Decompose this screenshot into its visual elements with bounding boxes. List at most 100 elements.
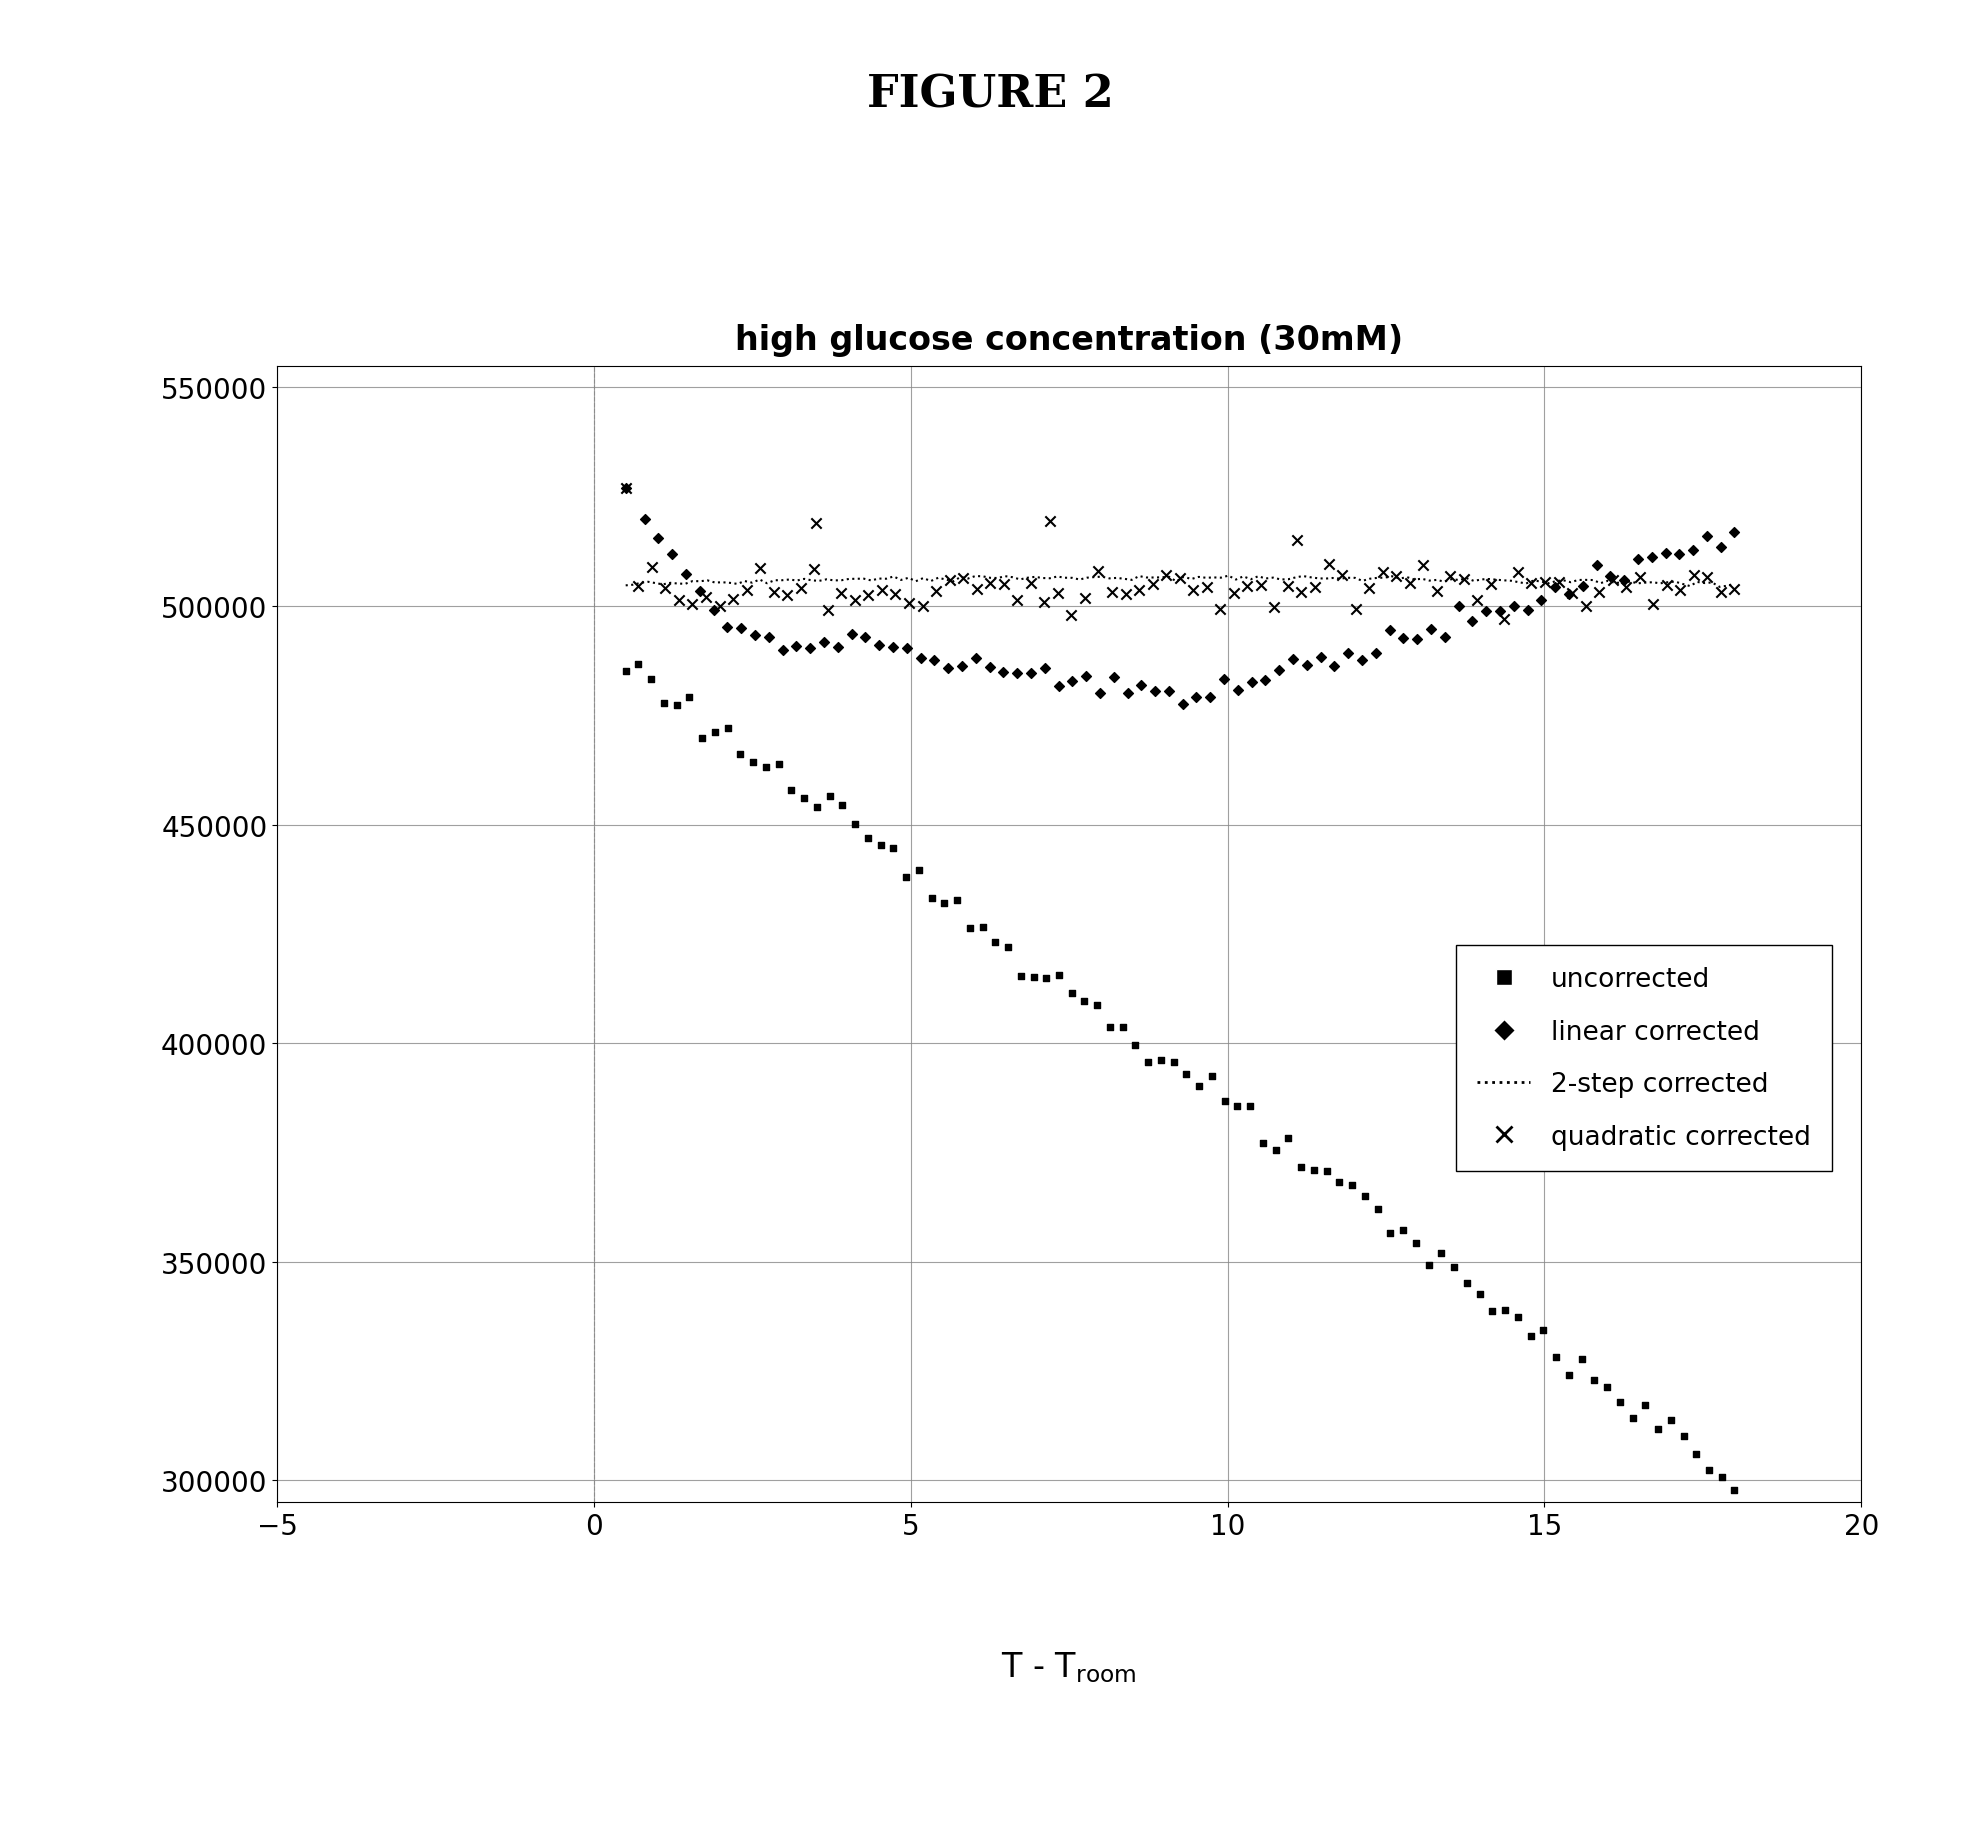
Point bbox=[1133, 1048, 1164, 1077]
Point bbox=[1443, 592, 1475, 621]
Point bbox=[960, 575, 992, 605]
Point bbox=[1511, 595, 1542, 625]
Point bbox=[1144, 1046, 1176, 1075]
Point bbox=[1414, 1251, 1445, 1281]
Point bbox=[988, 570, 1020, 599]
Point bbox=[671, 561, 703, 590]
Point bbox=[622, 650, 653, 680]
Point bbox=[933, 654, 964, 683]
Point bbox=[1499, 592, 1531, 621]
Point bbox=[1016, 660, 1047, 689]
Point bbox=[1109, 581, 1140, 610]
Point bbox=[1691, 522, 1723, 551]
Point bbox=[1277, 645, 1309, 674]
Point bbox=[1204, 595, 1236, 625]
Point bbox=[1705, 533, 1736, 562]
Point bbox=[814, 782, 845, 812]
Point bbox=[1273, 1123, 1305, 1152]
Point bbox=[877, 834, 909, 863]
Point bbox=[1208, 665, 1239, 694]
Point bbox=[1170, 1059, 1202, 1088]
Point bbox=[992, 932, 1024, 962]
Point bbox=[1471, 597, 1503, 627]
Point bbox=[865, 575, 897, 605]
Point bbox=[1323, 1167, 1354, 1196]
Point bbox=[1055, 601, 1087, 630]
Point bbox=[784, 573, 816, 603]
Point bbox=[737, 747, 768, 777]
Point bbox=[1285, 577, 1317, 606]
Point bbox=[697, 597, 729, 627]
Point bbox=[1085, 680, 1117, 709]
Point bbox=[1245, 572, 1277, 601]
Point bbox=[907, 592, 939, 621]
Point bbox=[1681, 1440, 1713, 1469]
Point bbox=[1463, 1281, 1495, 1310]
Point bbox=[610, 658, 642, 687]
Point bbox=[1097, 663, 1129, 692]
Point bbox=[1043, 672, 1075, 702]
Point bbox=[1677, 537, 1709, 566]
Point bbox=[758, 579, 790, 608]
Point bbox=[1043, 960, 1075, 989]
Point bbox=[1055, 978, 1087, 1008]
Point bbox=[1624, 562, 1655, 592]
Point bbox=[1556, 579, 1588, 608]
Point bbox=[1158, 1048, 1190, 1077]
Point bbox=[1281, 526, 1313, 555]
Point bbox=[1218, 579, 1249, 608]
Point bbox=[919, 647, 950, 676]
Point bbox=[752, 623, 784, 652]
Point bbox=[1034, 507, 1065, 537]
Point bbox=[1319, 652, 1350, 682]
Point bbox=[1434, 562, 1465, 592]
Point bbox=[1150, 561, 1182, 590]
Point bbox=[766, 636, 798, 665]
Point bbox=[610, 474, 642, 504]
Point bbox=[1552, 581, 1584, 610]
Point bbox=[1570, 592, 1602, 621]
Point bbox=[1305, 643, 1337, 672]
Point bbox=[794, 634, 826, 663]
Point bbox=[1665, 575, 1697, 605]
Point bbox=[1719, 575, 1750, 605]
Point bbox=[1610, 573, 1641, 603]
Point bbox=[840, 586, 871, 616]
Point bbox=[1677, 561, 1709, 590]
Point bbox=[879, 581, 911, 610]
Point bbox=[644, 524, 675, 553]
Point bbox=[1529, 568, 1560, 597]
Point bbox=[1515, 1323, 1546, 1352]
Point bbox=[1030, 964, 1061, 993]
Point bbox=[1299, 573, 1331, 603]
Point bbox=[703, 592, 735, 621]
Point bbox=[1137, 570, 1168, 599]
Title: high glucose concentration (30mM): high glucose concentration (30mM) bbox=[735, 324, 1404, 357]
Point bbox=[877, 634, 909, 663]
Point bbox=[1097, 579, 1129, 608]
Point bbox=[1259, 1136, 1291, 1165]
Point bbox=[929, 889, 960, 918]
Point bbox=[725, 740, 756, 769]
Point bbox=[1447, 564, 1479, 594]
Point bbox=[946, 652, 978, 682]
Point bbox=[1525, 586, 1556, 616]
Point bbox=[1388, 1215, 1420, 1244]
Point bbox=[1719, 518, 1750, 548]
Point bbox=[1374, 1218, 1406, 1248]
Point bbox=[840, 810, 871, 839]
Point bbox=[1081, 991, 1113, 1020]
Point bbox=[1655, 1405, 1687, 1434]
Point bbox=[1719, 1475, 1750, 1504]
Point bbox=[750, 753, 782, 782]
Point bbox=[826, 579, 857, 608]
Point bbox=[788, 784, 820, 813]
Point bbox=[1707, 1462, 1738, 1491]
Point bbox=[1388, 625, 1420, 654]
Point bbox=[1540, 1343, 1572, 1372]
Point bbox=[1622, 544, 1653, 573]
Point bbox=[1649, 539, 1681, 568]
Point bbox=[711, 614, 742, 643]
Point bbox=[610, 474, 642, 504]
Point bbox=[1285, 1152, 1317, 1182]
